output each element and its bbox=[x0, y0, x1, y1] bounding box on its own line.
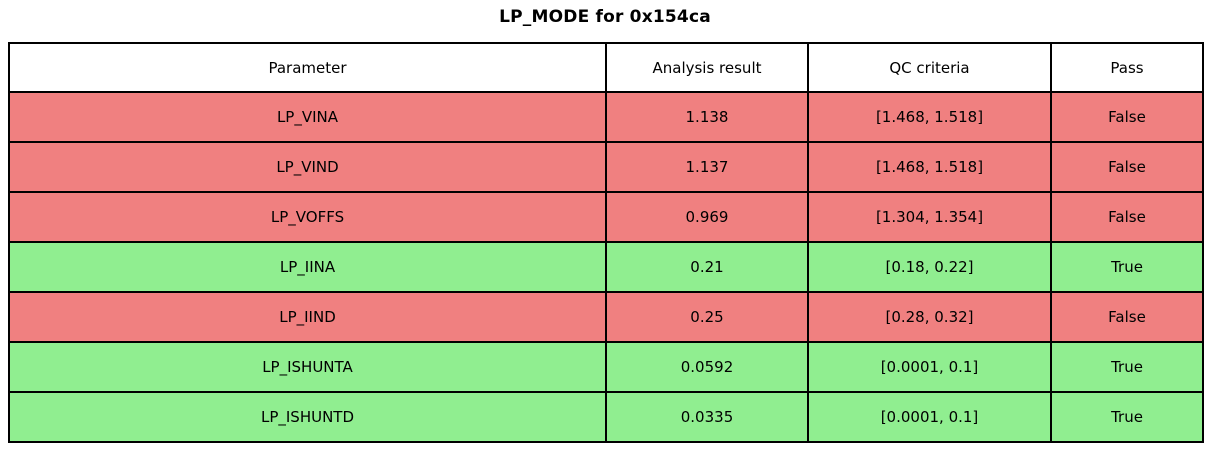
cell-analysis-result: 0.969 bbox=[605, 191, 809, 243]
table-row: LP_VOFFS 0.969 [1.304, 1.354] False bbox=[8, 191, 1204, 243]
cell-qc-criteria: [1.468, 1.518] bbox=[807, 91, 1052, 143]
cell-parameter: LP_ISHUNTA bbox=[8, 341, 607, 393]
cell-analysis-result: 0.21 bbox=[605, 241, 809, 293]
cell-pass: True bbox=[1050, 391, 1204, 443]
cell-pass: False bbox=[1050, 291, 1204, 343]
cell-analysis-result: 0.0592 bbox=[605, 341, 809, 393]
cell-qc-criteria: [1.468, 1.518] bbox=[807, 141, 1052, 193]
cell-qc-criteria: [0.28, 0.32] bbox=[807, 291, 1052, 343]
cell-parameter: LP_ISHUNTD bbox=[8, 391, 607, 443]
table-row: LP_ISHUNTD 0.0335 [0.0001, 0.1] True bbox=[8, 391, 1204, 443]
cell-parameter: LP_VINA bbox=[8, 91, 607, 143]
chart-title: LP_MODE for 0x154ca bbox=[499, 7, 711, 27]
cell-analysis-result: 0.0335 bbox=[605, 391, 809, 443]
cell-pass: False bbox=[1050, 91, 1204, 143]
cell-pass: True bbox=[1050, 341, 1204, 393]
table-row: LP_VINA 1.138 [1.468, 1.518] False bbox=[8, 91, 1204, 143]
cell-analysis-result: 1.137 bbox=[605, 141, 809, 193]
table-row: LP_IIND 0.25 [0.28, 0.32] False bbox=[8, 291, 1204, 343]
cell-qc-criteria: [0.0001, 0.1] bbox=[807, 391, 1052, 443]
cell-parameter: LP_IIND bbox=[8, 291, 607, 343]
column-header-analysis-result: Analysis result bbox=[605, 42, 809, 93]
column-header-qc-criteria: QC criteria bbox=[807, 42, 1052, 93]
column-header-parameter: Parameter bbox=[8, 42, 607, 93]
cell-analysis-result: 0.25 bbox=[605, 291, 809, 343]
cell-analysis-result: 1.138 bbox=[605, 91, 809, 143]
cell-parameter: LP_VIND bbox=[8, 141, 607, 193]
column-header-pass: Pass bbox=[1050, 42, 1204, 93]
table-row: LP_ISHUNTA 0.0592 [0.0001, 0.1] True bbox=[8, 341, 1204, 393]
cell-qc-criteria: [0.0001, 0.1] bbox=[807, 341, 1052, 393]
cell-qc-criteria: [0.18, 0.22] bbox=[807, 241, 1052, 293]
cell-parameter: LP_IINA bbox=[8, 241, 607, 293]
header-row: Parameter Analysis result QC criteria Pa… bbox=[8, 42, 1204, 93]
cell-parameter: LP_VOFFS bbox=[8, 191, 607, 243]
cell-pass: False bbox=[1050, 191, 1204, 243]
cell-pass: True bbox=[1050, 241, 1204, 293]
qc-results-table: Parameter Analysis result QC criteria Pa… bbox=[8, 42, 1204, 443]
table-row: LP_IINA 0.21 [0.18, 0.22] True bbox=[8, 241, 1204, 293]
cell-pass: False bbox=[1050, 141, 1204, 193]
table-row: LP_VIND 1.137 [1.468, 1.518] False bbox=[8, 141, 1204, 193]
cell-qc-criteria: [1.304, 1.354] bbox=[807, 191, 1052, 243]
